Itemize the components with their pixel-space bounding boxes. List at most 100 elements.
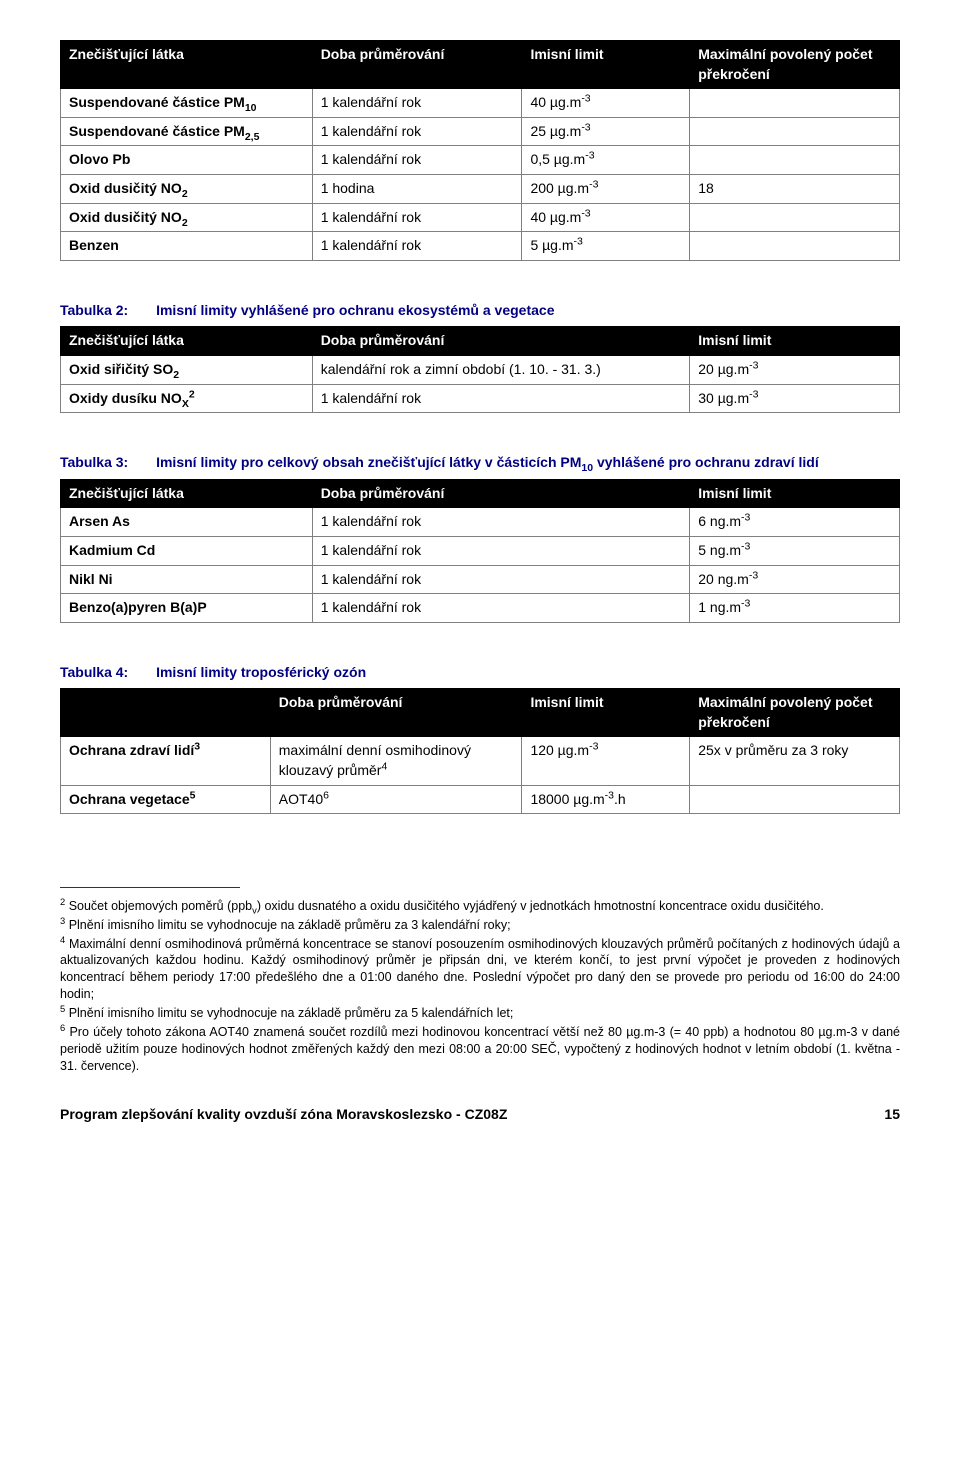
table-cell: Kadmium Cd (61, 536, 313, 565)
table-row: Ochrana vegetace5AOT40618000 µg.m-3.h (61, 785, 900, 814)
table-cell: Benzo(a)pyren B(a)P (61, 594, 313, 623)
table-cell (690, 89, 900, 118)
table-cell: 1 kalendářní rok (312, 508, 690, 537)
footnotes: 2 Součet objemových poměrů (ppbv) oxidu … (60, 898, 900, 1075)
table-cell: Arsen As (61, 508, 313, 537)
footnote: 5 Plnění imisního limitu se vyhodnocuje … (60, 1005, 900, 1022)
table-cell: 25 µg.m-3 (522, 117, 690, 146)
table-2-caption: Tabulka 2: Imisní limity vyhlášené pro o… (60, 301, 900, 321)
table-header-cell: Doba průměrování (312, 327, 690, 356)
table-cell: 120 µg.m-3 (522, 737, 690, 785)
table-row: Suspendované částice PM2,51 kalendářní r… (61, 117, 900, 146)
footnote-rule (60, 874, 900, 894)
table-cell: 1 hodina (312, 174, 522, 203)
footer-page-number: 15 (884, 1105, 900, 1125)
table-cell: Olovo Pb (61, 146, 313, 175)
page-footer: Program zlepšování kvality ovzduší zóna … (60, 1105, 900, 1125)
table-header-cell: Znečišťující látka (61, 479, 313, 508)
table-cell: 6 ng.m-3 (690, 508, 900, 537)
table-cell: Oxidy dusíku NOX2 (61, 384, 313, 413)
table-row: Nikl Ni1 kalendářní rok20 ng.m-3 (61, 565, 900, 594)
table-cell: 40 µg.m-3 (522, 203, 690, 232)
table-header-cell: Znečišťující látka (61, 327, 313, 356)
table-cell: 5 ng.m-3 (690, 536, 900, 565)
table-cell: Benzen (61, 232, 313, 261)
table-header-cell: Maximální povolený počet překročení (690, 41, 900, 89)
table-cell: 0,5 µg.m-3 (522, 146, 690, 175)
table-row: Suspendované částice PM101 kalendářní ro… (61, 89, 900, 118)
table-4-caption: Tabulka 4: Imisní limity troposférický o… (60, 663, 900, 683)
caption-key: Tabulka 4: (60, 664, 128, 680)
table-cell: AOT406 (270, 785, 522, 814)
table-cell: maximální denní osmihodinový klouzavý pr… (270, 737, 522, 785)
table-header-cell: Doba průměrování (312, 41, 522, 89)
table-cell: Ochrana vegetace5 (61, 785, 271, 814)
caption-key: Tabulka 3: (60, 454, 128, 470)
table-cell: 1 kalendářní rok (312, 117, 522, 146)
table-cell (690, 203, 900, 232)
table-cell: 1 ng.m-3 (690, 594, 900, 623)
table-cell (690, 785, 900, 814)
table-cell: 18 (690, 174, 900, 203)
footer-text: Program zlepšování kvality ovzduší zóna … (60, 1105, 507, 1125)
table-cell: 20 µg.m-3 (690, 355, 900, 384)
table-row: Oxid dusičitý NO21 hodina200 µg.m-318 (61, 174, 900, 203)
table-cell: 1 kalendářní rok (312, 384, 690, 413)
caption-text: Imisní limity vyhlášené pro ochranu ekos… (156, 302, 554, 318)
footnote: 2 Součet objemových poměrů (ppbv) oxidu … (60, 898, 900, 915)
table-row: Oxidy dusíku NOX21 kalendářní rok30 µg.m… (61, 384, 900, 413)
table-cell: Suspendované částice PM2,5 (61, 117, 313, 146)
table-header-row: Znečišťující látkaDoba průměrováníImisní… (61, 41, 900, 89)
table-cell: 1 kalendářní rok (312, 146, 522, 175)
table-cell: Oxid siřičitý SO2 (61, 355, 313, 384)
caption-key: Tabulka 2: (60, 302, 128, 318)
table-cell: Ochrana zdraví lidí3 (61, 737, 271, 785)
table-3: Znečišťující látkaDoba průměrováníImisní… (60, 479, 900, 623)
table-header-cell: Maximální povolený počet překročení (690, 689, 900, 737)
table-cell (690, 232, 900, 261)
caption-text: Imisní limity troposférický ozón (156, 664, 366, 680)
table-4: Doba průměrováníImisní limitMaximální po… (60, 688, 900, 814)
table-row: Arsen As1 kalendářní rok6 ng.m-3 (61, 508, 900, 537)
table-cell (690, 146, 900, 175)
footnote: 6 Pro účely tohoto zákona AOT40 znamená … (60, 1024, 900, 1075)
table-3-caption: Tabulka 3: Imisní limity pro celkový obs… (60, 453, 900, 473)
table-cell: 1 kalendářní rok (312, 565, 690, 594)
table-row: Benzo(a)pyren B(a)P1 kalendářní rok1 ng.… (61, 594, 900, 623)
table-cell: Oxid dusičitý NO2 (61, 203, 313, 232)
table-cell: Oxid dusičitý NO2 (61, 174, 313, 203)
table-cell: Suspendované částice PM10 (61, 89, 313, 118)
caption-text: Imisní limity pro celkový obsah znečišťu… (156, 454, 819, 470)
table-header-row: Znečišťující látkaDoba průměrováníImisní… (61, 327, 900, 356)
table-cell: 1 kalendářní rok (312, 232, 522, 261)
table-header-cell: Imisní limit (690, 327, 900, 356)
table-cell: 30 µg.m-3 (690, 384, 900, 413)
table-cell (690, 117, 900, 146)
table-cell: 200 µg.m-3 (522, 174, 690, 203)
table-cell: kalendářní rok a zimní období (1. 10. - … (312, 355, 690, 384)
table-cell: 1 kalendářní rok (312, 89, 522, 118)
table-header-cell: Doba průměrování (312, 479, 690, 508)
table-cell: 1 kalendářní rok (312, 536, 690, 565)
table-cell: 20 ng.m-3 (690, 565, 900, 594)
table-header-row: Doba průměrováníImisní limitMaximální po… (61, 689, 900, 737)
footnote: 4 Maximální denní osmihodinová průměrná … (60, 936, 900, 1004)
table-header-cell: Doba průměrování (270, 689, 522, 737)
footnote: 3 Plnění imisního limitu se vyhodnocuje … (60, 917, 900, 934)
table-row: Oxid siřičitý SO2kalendářní rok a zimní … (61, 355, 900, 384)
table-header-cell: Imisní limit (522, 41, 690, 89)
table-1: Znečišťující látkaDoba průměrováníImisní… (60, 40, 900, 261)
table-cell: 25x v průměru za 3 roky (690, 737, 900, 785)
table-row: Ochrana zdraví lidí3maximální denní osmi… (61, 737, 900, 785)
table-header-cell (61, 689, 271, 737)
table-row: Benzen1 kalendářní rok5 µg.m-3 (61, 232, 900, 261)
table-header-cell: Imisní limit (690, 479, 900, 508)
table-cell: Nikl Ni (61, 565, 313, 594)
table-cell: 1 kalendářní rok (312, 203, 522, 232)
table-cell: 5 µg.m-3 (522, 232, 690, 261)
table-cell: 18000 µg.m-3.h (522, 785, 690, 814)
table-row: Kadmium Cd1 kalendářní rok5 ng.m-3 (61, 536, 900, 565)
table-2: Znečišťující látkaDoba průměrováníImisní… (60, 326, 900, 413)
table-header-cell: Imisní limit (522, 689, 690, 737)
table-row: Olovo Pb1 kalendářní rok0,5 µg.m-3 (61, 146, 900, 175)
